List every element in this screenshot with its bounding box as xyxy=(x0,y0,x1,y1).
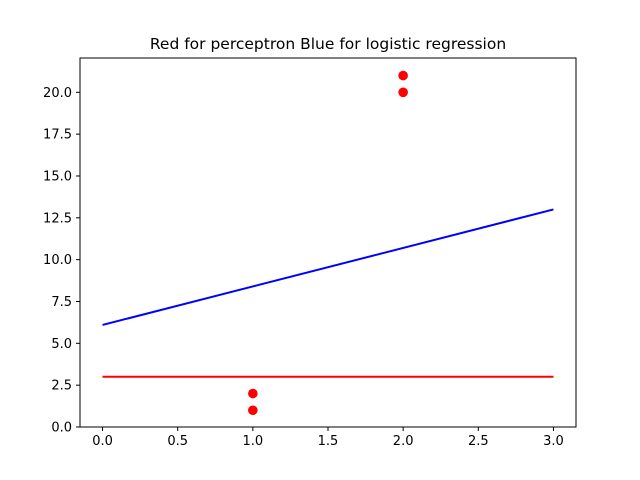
x-tick-label: 2.5 xyxy=(468,434,489,449)
scatter-point-3 xyxy=(398,87,408,98)
y-tick-label: 12.5 xyxy=(43,211,72,226)
y-tick-label: 2.5 xyxy=(51,379,72,394)
y-tick-label: 5.0 xyxy=(51,337,72,352)
chart-title: Red for perceptron Blue for logistic reg… xyxy=(150,35,506,53)
x-tick-label: 1.0 xyxy=(243,434,264,449)
y-tick-label: 10.0 xyxy=(43,253,72,268)
y-axis: 0.0 2.5 5.0 7.5 10.0 12.5 15.0 17.5 20.0 xyxy=(43,86,80,436)
x-tick-label: 2.0 xyxy=(393,434,414,449)
plot-area xyxy=(102,70,554,416)
x-tick-label: 0.5 xyxy=(167,434,188,449)
x-tick-label: 0.0 xyxy=(92,434,113,449)
x-tick-label: 1.5 xyxy=(318,434,339,449)
scatter-point-2 xyxy=(248,388,258,399)
scatter-point-4 xyxy=(398,70,408,81)
y-tick-label: 20.0 xyxy=(43,86,72,101)
x-axis: 0.0 0.5 1.0 1.5 2.0 2.5 3.0 xyxy=(92,427,564,449)
y-tick-label: 0.0 xyxy=(51,421,72,436)
y-tick-label: 7.5 xyxy=(51,295,72,310)
axes-frame xyxy=(79,57,577,428)
y-tick-label: 15.0 xyxy=(43,169,72,184)
scatter-point-1 xyxy=(248,405,258,416)
x-tick-label: 3.0 xyxy=(543,434,564,449)
series-line-1 xyxy=(102,208,554,326)
y-tick-label: 17.5 xyxy=(43,128,72,143)
